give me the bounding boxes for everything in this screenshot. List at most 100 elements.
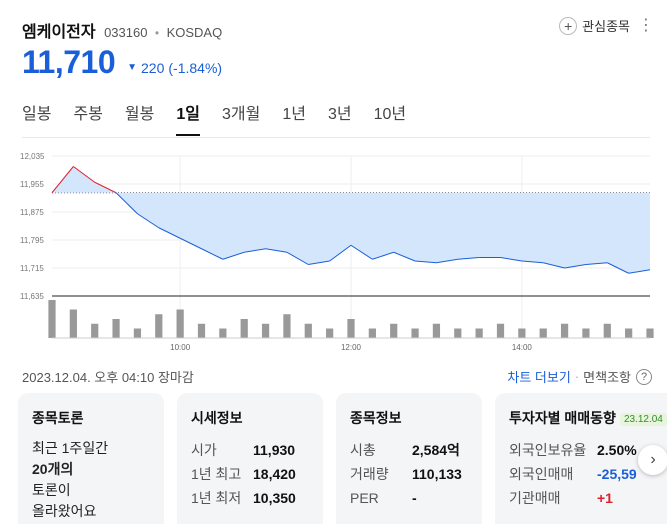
row-value: 18,420	[253, 466, 296, 482]
price-line-segment	[329, 244, 352, 262]
volume-bar	[240, 319, 248, 338]
favorite-button[interactable]: + 관심종목	[559, 16, 630, 35]
tab-period[interactable]: 1년	[282, 106, 306, 123]
discussion-line: 최근 1주일간	[32, 440, 109, 456]
period-tabs: 일봉 주봉 월봉 1일 3개월 1년 3년 10년	[22, 100, 428, 138]
price-change-pct: (-1.84%)	[168, 60, 223, 76]
price-line-segment	[585, 262, 608, 265]
price-line-segment	[286, 251, 309, 265]
date-badge: 23.12.04	[619, 412, 667, 426]
volume-bar	[625, 328, 633, 338]
current-price: 11,710	[22, 44, 116, 80]
separator-dot: ·	[574, 369, 580, 384]
market-name: KOSDAQ	[166, 25, 223, 40]
y-tick-label: 11,635	[20, 292, 44, 301]
price-line-segment	[628, 269, 651, 274]
row-value: 10,350	[253, 490, 296, 506]
price-info-card[interactable]: 시세정보 시가 11,930 1년 최고 18,420 1년 최저 10,350	[177, 393, 323, 524]
more-options-icon[interactable]: ⋮	[638, 17, 654, 34]
price-line-segment	[457, 257, 480, 260]
stock-info-row: 시총 2,584억	[350, 438, 468, 462]
volume-bar	[112, 319, 120, 338]
separator-dot: •	[154, 26, 160, 40]
price-line-segment	[244, 248, 266, 253]
price-area-fill	[52, 166, 650, 274]
chart-footer: 2023.12.04. 오후 04:10 장마감 차트 더보기 · 면책조항 ?	[22, 367, 652, 385]
plus-icon: +	[559, 16, 578, 35]
price-row: 11,710 ▼ 220 (-1.84%)	[22, 44, 222, 81]
volume-bar	[133, 328, 142, 338]
volume-bar	[326, 328, 334, 338]
discussion-text: 최근 1주일간 20개의 토론이 올라왔어요	[32, 438, 150, 522]
card-title: 종목토론	[32, 410, 84, 426]
volume-bar	[582, 328, 590, 338]
help-icon[interactable]: ?	[636, 368, 652, 385]
stock-info-card[interactable]: 종목정보 시총 2,584억 거래량 110,133 PER -	[336, 393, 482, 524]
volume-bar	[646, 328, 654, 338]
row-value: 110,133	[412, 466, 462, 482]
volume-bar	[411, 328, 419, 338]
row-value: 2.50%	[597, 442, 637, 458]
disclaimer-link[interactable]: 면책조항	[583, 370, 631, 385]
y-tick-label: 11,715	[20, 264, 44, 273]
favorite-label: 관심종목	[582, 19, 630, 34]
row-label: 1년 최고	[191, 466, 242, 482]
discussion-line: 20개의	[32, 459, 150, 480]
y-tick-label: 11,875	[20, 208, 44, 217]
tab-period[interactable]: 주봉	[73, 106, 103, 123]
discussion-line: 올라왔어요	[32, 503, 97, 519]
volume-bar	[197, 323, 206, 338]
tab-period[interactable]: 3개월	[221, 106, 261, 123]
y-tick-label: 11,955	[20, 180, 44, 189]
tab-period[interactable]: 10년	[373, 106, 407, 123]
price-info-row: 시가 11,930	[191, 438, 309, 462]
price-line-segment	[265, 248, 288, 253]
price-line-segment	[115, 192, 138, 215]
price-line-segment	[222, 251, 245, 260]
volume-bar	[155, 314, 163, 338]
stock-header: 엠케이전자 033160 • KOSDAQ + 관심종목 ⋮	[22, 16, 662, 41]
row-value: -25,59	[597, 466, 637, 482]
price-line-segment	[436, 258, 458, 264]
tab-divider	[22, 137, 650, 138]
volume-bar	[283, 314, 291, 338]
stock-info-row: PER -	[350, 486, 468, 510]
row-label: PER	[350, 490, 379, 506]
tab-period[interactable]: 3년	[327, 106, 352, 123]
next-card-button[interactable]: ›	[638, 445, 667, 475]
tab-period[interactable]: 일봉	[22, 106, 52, 123]
row-value: +1	[597, 490, 613, 506]
price-line-segment	[607, 262, 629, 274]
price-info-row: 1년 최저 10,350	[191, 486, 309, 510]
y-tick-label: 12,035	[20, 152, 45, 161]
volume-bar	[475, 328, 483, 338]
price-line-segment	[521, 260, 544, 264]
volume-bar	[304, 323, 312, 338]
info-cards: 종목토론 최근 1주일간 20개의 토론이 올라왔어요 시세정보 시가 11,93…	[18, 393, 667, 524]
price-line-segment	[73, 166, 96, 183]
tab-period[interactable]: 월봉	[124, 106, 155, 123]
price-line-segment	[372, 251, 394, 260]
row-label: 1년 최저	[191, 490, 242, 506]
discussion-line: 토론이	[32, 482, 71, 498]
price-line-segment	[137, 213, 160, 229]
row-value: 11,930	[253, 442, 296, 458]
card-title: 종목정보	[350, 410, 402, 426]
price-line-segment	[51, 166, 74, 194]
row-label: 기관매매	[509, 490, 561, 506]
price-line-segment	[201, 248, 224, 260]
investor-row: 외국인보유율 2.50%	[509, 438, 667, 462]
row-label: 외국인매매	[509, 466, 574, 482]
timestamp: 2023.12.04. 오후 04:10 장마감	[22, 370, 194, 385]
chart-more-link[interactable]: 차트 더보기	[507, 370, 571, 385]
row-label: 거래량	[350, 466, 389, 482]
volume-bar	[518, 328, 526, 338]
row-value: -	[412, 490, 417, 506]
discussion-card[interactable]: 종목토론 최근 1주일간 20개의 토론이 올라왔어요	[18, 393, 164, 524]
tab-period[interactable]: 1일	[176, 100, 200, 136]
row-label: 외국인보유율	[509, 442, 587, 458]
x-tick-label: 12:00	[341, 343, 362, 352]
price-chart[interactable]: 12,035 11,955 11,875 11,795 11,715 11,635 10:0…	[0, 148, 667, 358]
volume-bar	[539, 328, 547, 338]
row-label: 시총	[350, 442, 376, 458]
